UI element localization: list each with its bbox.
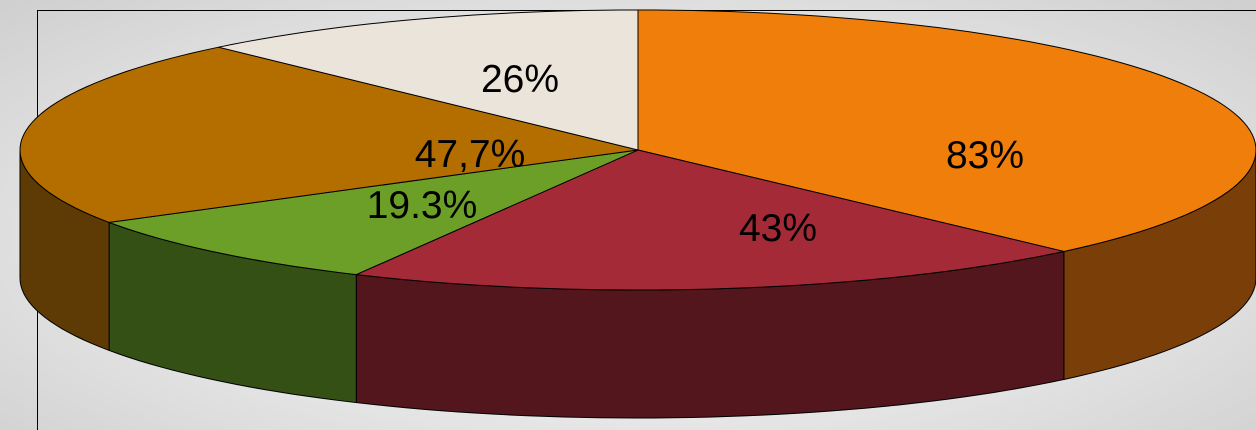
slice-data-label: 26% (481, 58, 559, 101)
pie-slice (355, 149, 1065, 291)
pie-labels: 83% 43% 19.3% 47,7% 26% (367, 58, 1024, 250)
slice-data-label: 83% (946, 134, 1024, 177)
slice-data-label: 43% (739, 207, 817, 250)
pie-slice (108, 149, 639, 276)
slice-data-label: 19.3% (367, 184, 478, 227)
pie-sides (19, 149, 1256, 419)
slice-data-label: 47,7% (415, 133, 526, 176)
pie-slice (218, 9, 639, 151)
pie-tops (19, 9, 1256, 291)
pie-slice (637, 9, 1256, 252)
pie-slice (19, 46, 639, 223)
